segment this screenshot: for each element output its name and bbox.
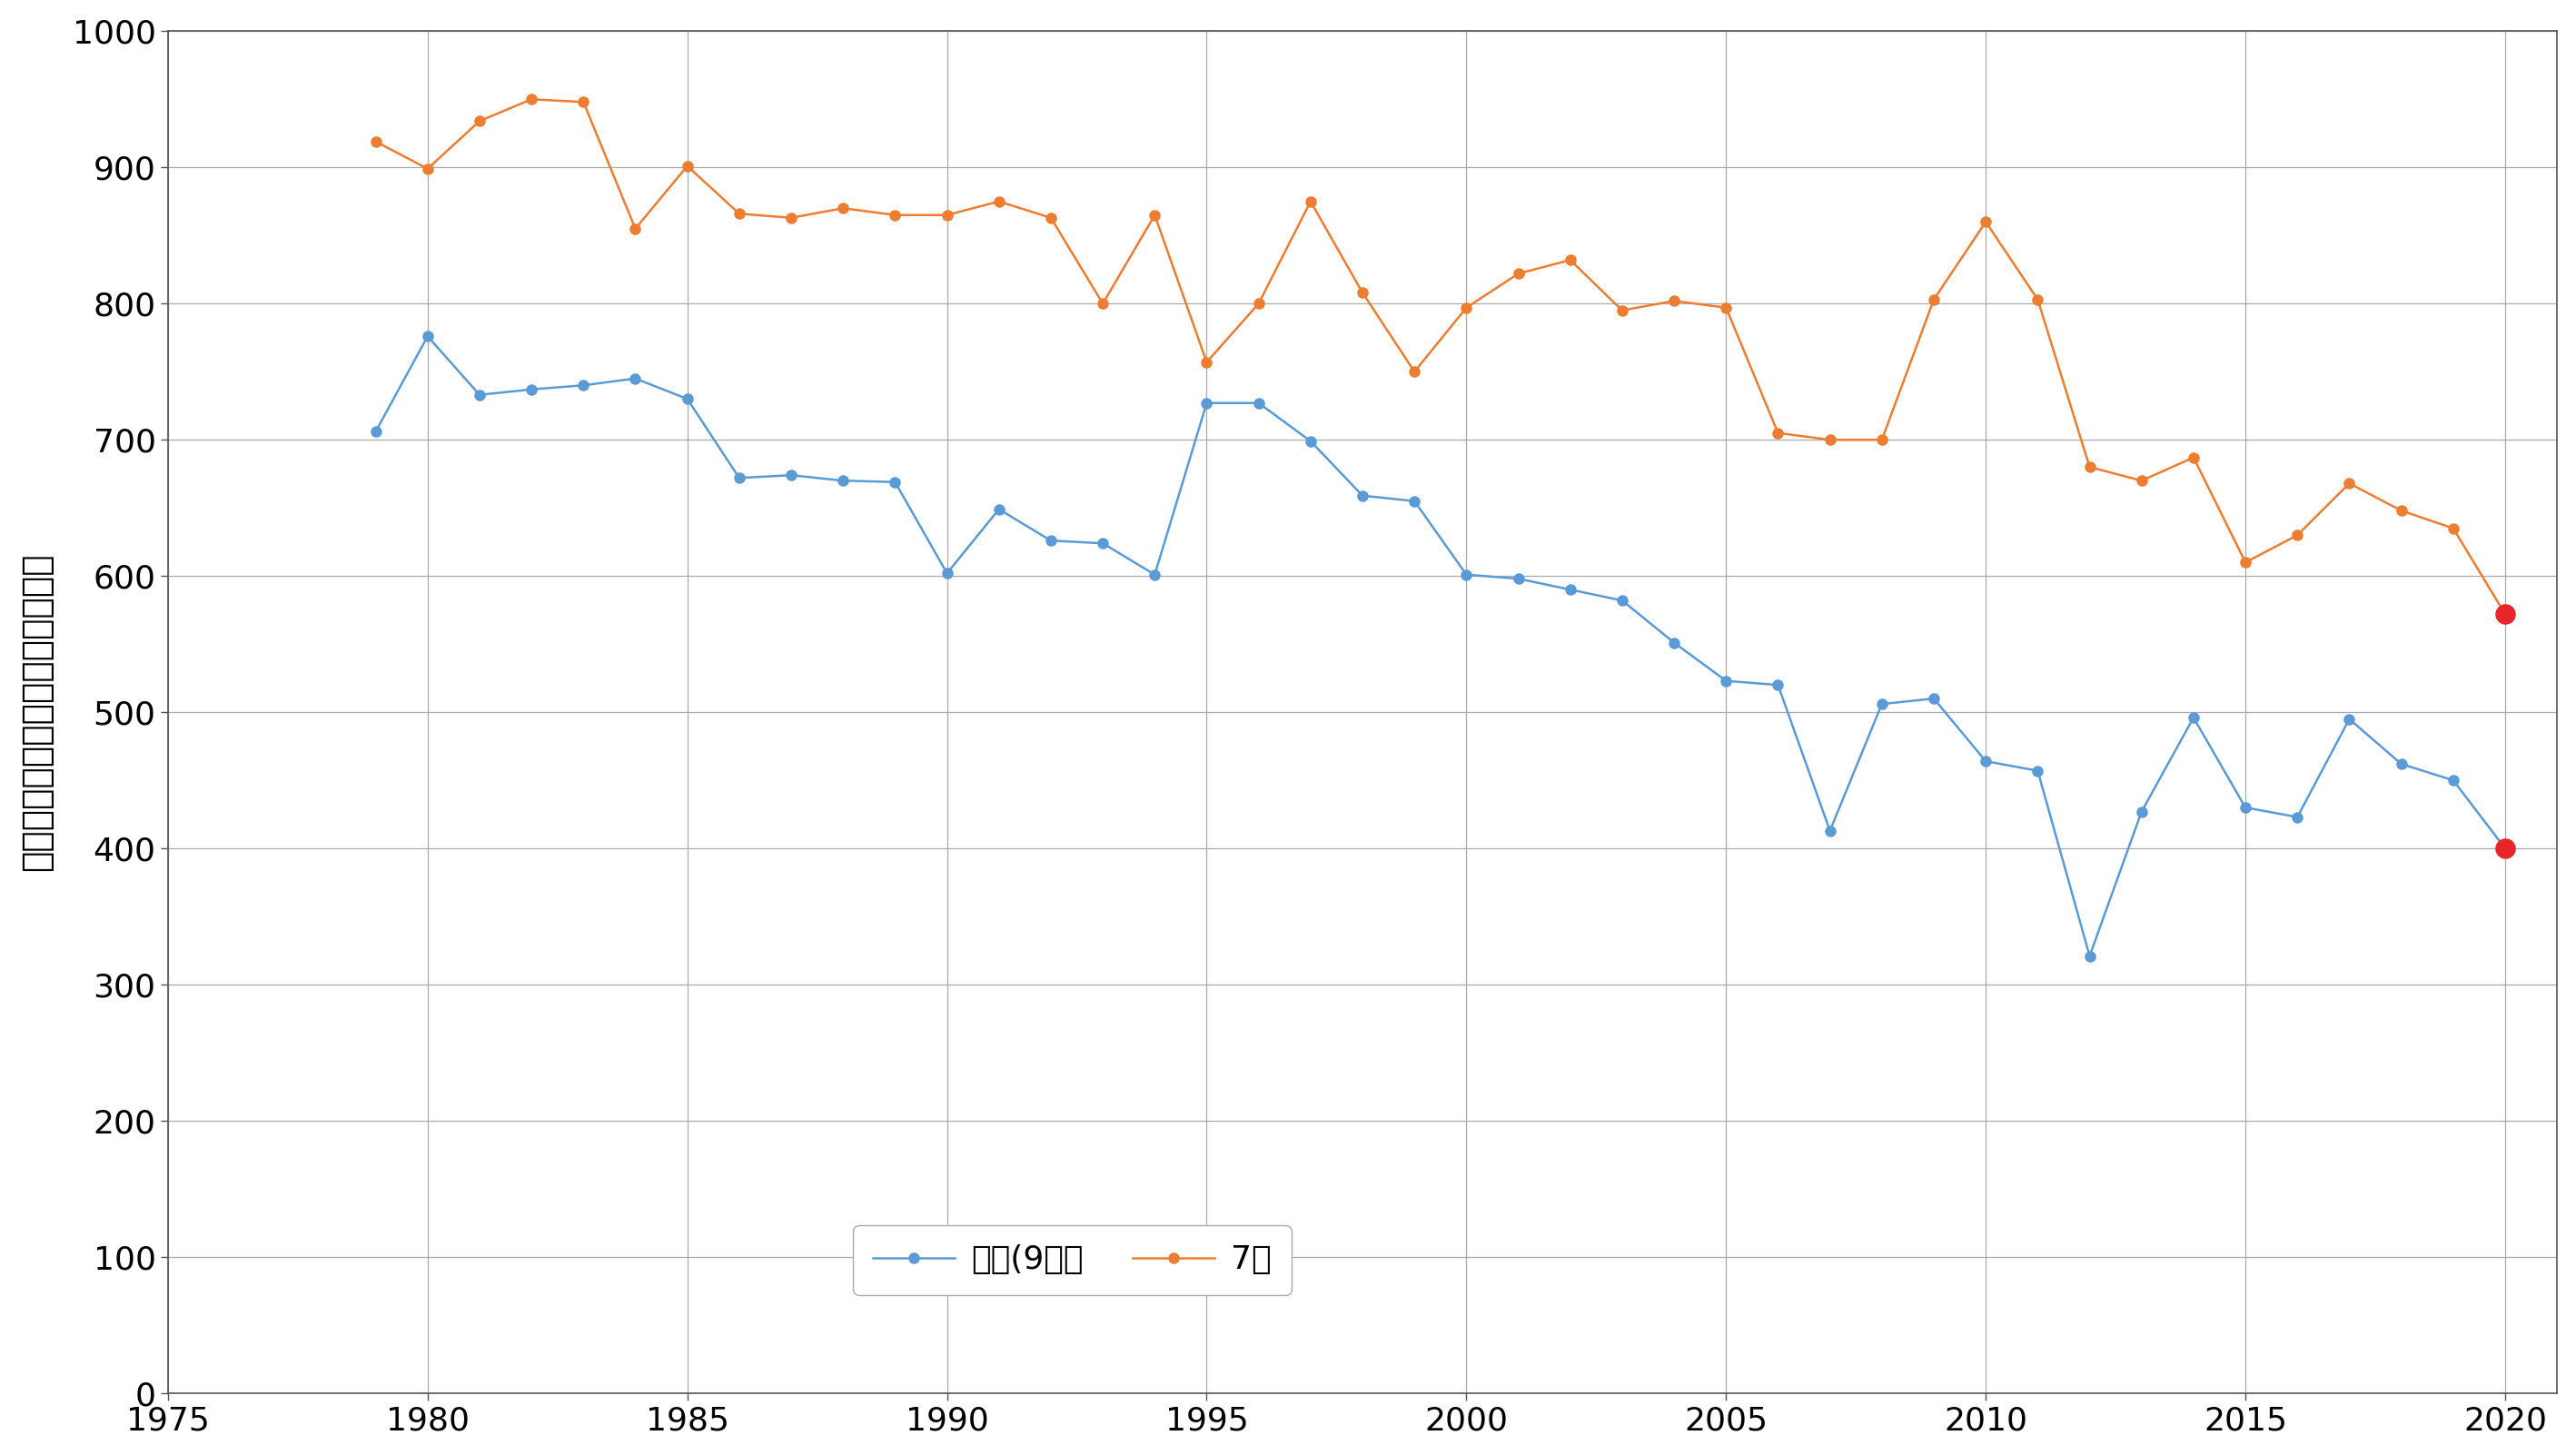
7月 [724, 205, 755, 223]
年間(9月） [1347, 487, 1378, 505]
Legend: 年間(9月）, 7月: 年間(9月）, 7月 [853, 1225, 1291, 1295]
年間(9月） [2282, 809, 2313, 826]
7月 [2231, 554, 2262, 572]
7月 [1347, 284, 1378, 301]
7月 [1502, 265, 1533, 282]
7月 [1036, 210, 1066, 227]
7月 [567, 93, 598, 111]
7月 [1607, 301, 1638, 319]
年間(9月） [2179, 709, 2210, 726]
7月 [1659, 292, 1690, 310]
7月 [827, 199, 858, 217]
年間(9月） [1190, 394, 1221, 412]
7月 [2179, 448, 2210, 466]
7月 [984, 192, 1015, 210]
7月 [2282, 527, 2313, 544]
7月 [1919, 291, 1950, 308]
7月 [672, 157, 703, 175]
年間(9月） [2074, 947, 2105, 965]
年間(9月） [1502, 570, 1533, 588]
年間(9月） [1814, 822, 1844, 840]
7月 [361, 132, 392, 150]
7月 [1710, 298, 1741, 316]
年間(9月） [878, 473, 909, 490]
7月 [515, 90, 546, 108]
7月 [2022, 291, 2053, 308]
7月 [1190, 354, 1221, 371]
7月 [2074, 458, 2105, 476]
年間(9月） [2022, 762, 2053, 780]
7月 [464, 112, 495, 129]
7月 [2385, 502, 2416, 519]
7月 [2125, 471, 2156, 489]
Y-axis label: 海氷面積（万平方キロメートル）: 海氷面積（万平方キロメートル） [18, 553, 54, 872]
年間(9月） [775, 467, 806, 485]
7月 [2437, 519, 2468, 537]
7月 [1971, 212, 2002, 230]
年間(9月） [2231, 799, 2262, 816]
7月 [1244, 295, 1275, 313]
年間(9月） [567, 377, 598, 394]
7月 [1296, 192, 1327, 210]
年間(9月） [621, 370, 652, 387]
年間(9月） [515, 381, 546, 399]
7月 [1399, 362, 1430, 380]
年間(9月） [1450, 566, 1481, 583]
年間(9月） [827, 471, 858, 489]
年間(9月） [1296, 432, 1327, 450]
7月 [2334, 474, 2365, 492]
7月 [878, 207, 909, 224]
年間(9月） [672, 390, 703, 407]
年間(9月） [1399, 492, 1430, 509]
7月 [1762, 425, 1793, 442]
年間(9月） [1762, 677, 1793, 694]
Line: 年間(9月）: 年間(9月） [371, 332, 2458, 962]
年間(9月） [1036, 533, 1066, 550]
年間(9月） [1244, 394, 1275, 412]
Line: 7月: 7月 [371, 95, 2458, 567]
年間(9月） [1868, 695, 1899, 713]
7月 [1868, 431, 1899, 448]
年間(9月） [1971, 752, 2002, 770]
年間(9月） [933, 565, 963, 582]
7月 [621, 220, 652, 237]
7月 [1814, 431, 1844, 448]
7月 [775, 210, 806, 227]
7月 [1139, 207, 1170, 224]
7月 [1087, 295, 1118, 313]
年間(9月） [2125, 803, 2156, 821]
年間(9月） [412, 327, 443, 345]
年間(9月） [1659, 634, 1690, 652]
7月 [1556, 252, 1587, 269]
7月 [1450, 298, 1481, 316]
年間(9月） [2437, 771, 2468, 789]
年間(9月） [361, 423, 392, 441]
年間(9月） [464, 386, 495, 403]
年間(9月） [1556, 581, 1587, 598]
年間(9月） [1087, 534, 1118, 551]
年間(9月） [1710, 672, 1741, 690]
年間(9月） [984, 501, 1015, 518]
年間(9月） [1919, 690, 1950, 707]
7月 [412, 160, 443, 178]
年間(9月） [1607, 592, 1638, 610]
7月 [933, 207, 963, 224]
年間(9月） [724, 469, 755, 486]
年間(9月） [2334, 710, 2365, 728]
年間(9月） [1139, 566, 1170, 583]
年間(9月） [2385, 755, 2416, 773]
